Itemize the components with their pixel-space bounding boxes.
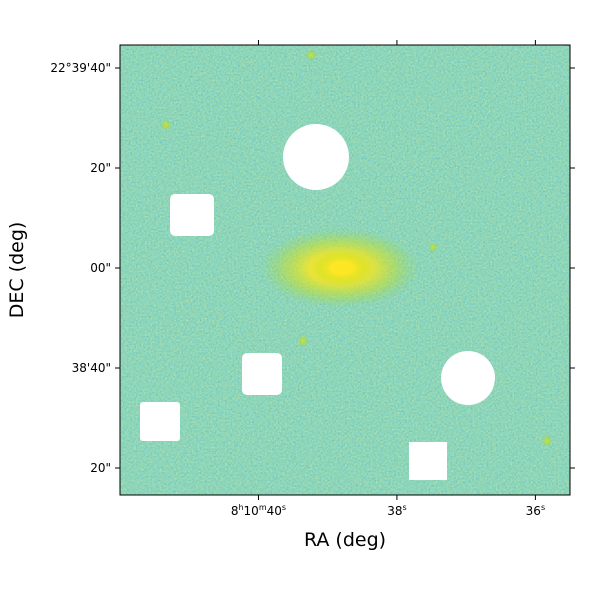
mask [409, 442, 447, 480]
x-tick-label: 38s [387, 503, 406, 518]
x-tick-label: 8h10m40s [231, 503, 286, 518]
axes-frame [119, 44, 571, 496]
y-tick-label: 20" [90, 161, 111, 175]
y-axis-label: DEC (deg) [6, 222, 28, 319]
mask [140, 402, 180, 441]
star [297, 335, 309, 347]
star [305, 49, 317, 61]
y-tick-label: 38'40" [72, 361, 111, 375]
sky-image [120, 45, 570, 495]
mask [283, 124, 349, 190]
star [541, 435, 553, 447]
x-tick-label: 36s [526, 503, 545, 518]
y-tick-label: 00" [90, 261, 111, 275]
mask [441, 351, 495, 405]
star [160, 119, 172, 131]
galaxy-core [310, 250, 374, 286]
star [428, 242, 438, 252]
y-tick-label: 22°39'40" [50, 61, 111, 75]
x-axis-label: RA (deg) [304, 529, 386, 551]
mask [170, 194, 214, 236]
y-tick-label: 20" [90, 461, 111, 475]
mask [242, 353, 282, 395]
